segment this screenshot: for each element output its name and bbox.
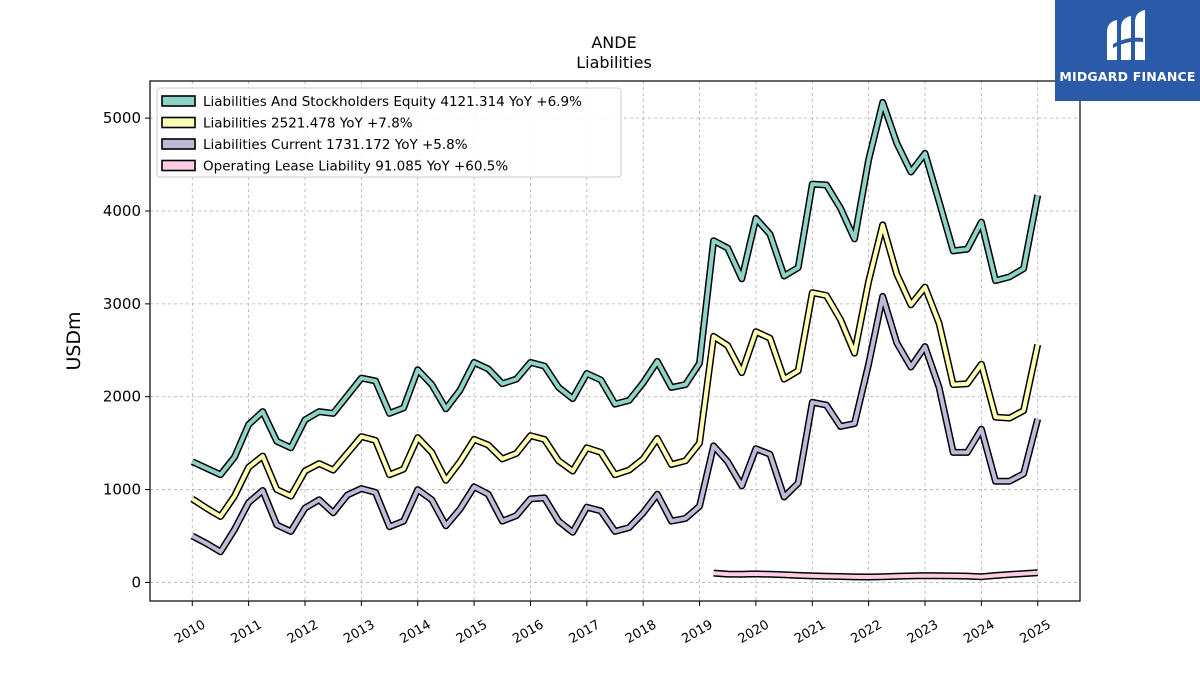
legend-swatch-0 (161, 95, 196, 107)
x-tick-label: 2012 (285, 617, 321, 647)
x-tick-label: 2015 (454, 617, 490, 647)
legend-entry-3: Operating Lease Liability 91.085 YoY +60… (203, 159, 508, 175)
series-line-1 (191, 222, 1040, 519)
y-axis-label: USDm (63, 311, 85, 370)
midgard-logo-icon (1107, 10, 1145, 60)
plot-frame (149, 80, 1081, 602)
chart-title: ANDE (591, 33, 636, 52)
x-tick-label: 2024 (961, 617, 997, 647)
series-line-2 (191, 294, 1040, 554)
y-tick-label: 4000 (103, 202, 141, 220)
brand-logo: MIDGARD FINANCE (1055, 0, 1200, 101)
x-tick-label: 2023 (905, 617, 941, 647)
y-tick-label: 1000 (103, 481, 141, 499)
chart-subtitle: Liabilities (576, 53, 652, 72)
y-tick-label: 3000 (103, 295, 141, 313)
x-tick-label: 2013 (341, 617, 377, 647)
legend-swatch-3 (161, 159, 196, 172)
x-tick-label: 2014 (398, 617, 434, 647)
x-tick-label: 2022 (848, 617, 884, 647)
series-line-3 (713, 570, 1038, 579)
x-tick-label: 2020 (736, 617, 772, 647)
legend-entry-0: Liabilities And Stockholders Equity 4121… (203, 94, 582, 110)
legend-box (156, 87, 622, 178)
x-tick-label: 2010 (172, 617, 208, 647)
x-tick-label: 2025 (1018, 617, 1054, 647)
y-tick-label: 0 (131, 573, 141, 591)
axes: 0 1000 2000 3000 4000 5000 2010 2011 2012 2013 201… (103, 109, 1054, 647)
x-tick-label: 2021 (792, 617, 828, 647)
series-layer (190, 98, 1042, 581)
legend: Liabilities And Stockholders Equity 4121… (156, 87, 622, 178)
brand-name: MIDGARD FINANCE (1059, 69, 1196, 84)
x-tick-label: 2018 (623, 617, 659, 647)
x-tick-label: 2016 (510, 617, 546, 647)
x-tick-label: 2019 (679, 617, 715, 647)
x-tick-label: 2017 (567, 617, 603, 647)
legend-swatch-2 (161, 138, 196, 150)
series-outline-2 (190, 292, 1042, 556)
x-tick-label: 2011 (228, 617, 264, 647)
legend-entry-2: Liabilities Current 1731.172 YoY +5.8% (203, 137, 468, 153)
y-tick-label: 2000 (103, 388, 141, 406)
legend-entry-1: Liabilities 2521.478 YoY +7.8% (203, 116, 413, 132)
legend-swatch-1 (161, 116, 196, 129)
y-tick-label: 5000 (103, 109, 141, 127)
series-line-0 (191, 100, 1040, 477)
